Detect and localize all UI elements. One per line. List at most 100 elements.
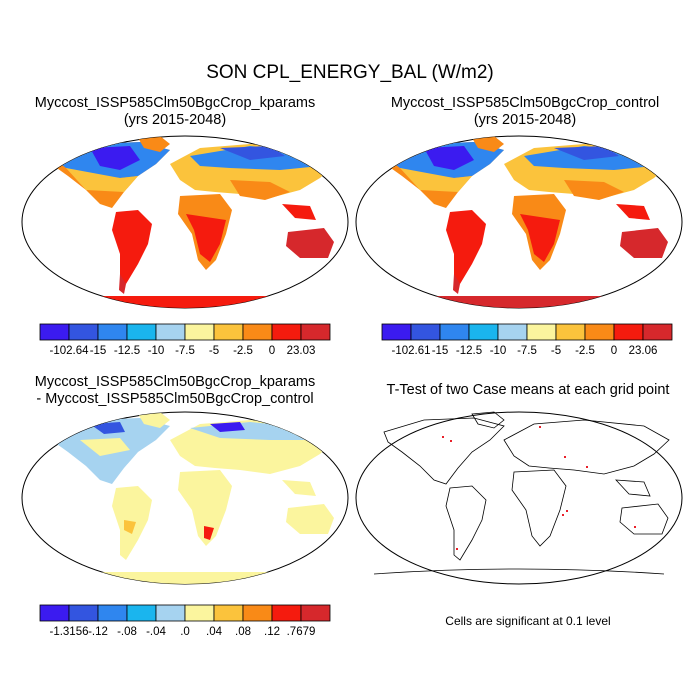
colorbar-swatch	[555, 323, 586, 341]
land-fields	[356, 136, 682, 308]
greenland-coast	[471, 411, 505, 429]
significant-cell	[586, 466, 588, 468]
colorbar-label: .7679	[287, 626, 316, 638]
significant-cell	[539, 426, 541, 428]
colorbar-difference: -1.3156 -.12 -.08 -.04 .0 .04 .08 .12 .7679	[39, 604, 331, 638]
map-kparams	[21, 135, 349, 309]
south-america-tip	[119, 274, 126, 294]
greenland	[138, 136, 170, 152]
colorbar-swatch	[213, 604, 244, 622]
usa-band	[66, 168, 138, 192]
colorbar-swatch	[300, 604, 331, 622]
colorbar-label: .12	[264, 626, 280, 638]
africa-coast	[511, 469, 567, 547]
colorbar-label: -2.5	[233, 345, 253, 357]
usa-band	[400, 168, 472, 192]
colorbar-label: 0	[269, 345, 275, 357]
canada-core	[90, 146, 140, 170]
africa-south	[520, 214, 560, 262]
colorbar-swatch	[381, 323, 412, 341]
panel-control-title-line1: Myccost_ISSP585Clm50BgcCrop_control	[390, 95, 660, 111]
colorbar-label: -7.5	[517, 345, 537, 357]
panel-kparams-title-line2: (yrs 2015-2048)	[123, 112, 227, 128]
colorbar-swatch	[126, 323, 157, 341]
antarctica-land	[22, 296, 348, 308]
panel-difference-title: Myccost_ISSP585Clm50BgcCrop_kparams - My…	[20, 374, 330, 408]
colorbar-swatch	[184, 604, 215, 622]
south-america-tip	[453, 274, 460, 294]
colorbar-swatch	[642, 323, 673, 341]
south-asia	[564, 180, 624, 200]
colorbar-label: .0	[180, 626, 190, 638]
colorbar-label: -12.5	[456, 345, 482, 357]
colorbar-swatch	[39, 604, 70, 622]
colorbar-swatch	[613, 323, 644, 341]
panel-kparams-title-line1: Myccost_ISSP585Clm50BgcCrop_kparams	[34, 95, 316, 111]
south-asia	[230, 180, 290, 200]
australia-coast	[619, 503, 669, 535]
significant-cell	[456, 548, 458, 550]
significant-cell	[442, 436, 444, 438]
canada-core	[424, 146, 474, 170]
significant-cell	[450, 440, 452, 442]
colorbar-swatch	[410, 323, 441, 341]
colorbar-swatch	[39, 323, 70, 341]
south-america-patch	[124, 520, 136, 534]
significant-cell	[562, 514, 564, 516]
colorbar-label: -.08	[117, 626, 137, 638]
panel-control-title: Myccost_ISSP585Clm50BgcCrop_control (yrs…	[370, 95, 680, 129]
map-control	[355, 135, 683, 309]
maritime-asia	[616, 204, 650, 220]
siberia-core	[220, 146, 285, 160]
significant-cell	[566, 510, 568, 512]
colorbar-label: -.12	[88, 626, 108, 638]
colorbar-control: -102.61 -15 -12.5 -10 -7.5 -5 -2.5 0 23.06	[381, 323, 673, 357]
greenland	[138, 412, 170, 428]
colorbar-label: .04	[206, 626, 223, 638]
colorbar-swatch	[68, 323, 99, 341]
colorbar-label: 23.06	[629, 345, 658, 357]
colorbar-swatch	[184, 323, 215, 341]
colorbar-label: -15	[432, 345, 449, 357]
colorbar-swatch	[126, 604, 157, 622]
antarctica-land	[356, 296, 682, 308]
panel-control-title-line2: (yrs 2015-2048)	[473, 112, 577, 128]
panel-kparams-title: Myccost_ISSP585Clm50BgcCrop_kparams (yrs…	[20, 95, 330, 129]
siberia-patch	[210, 422, 245, 432]
colorbar-swatch	[584, 323, 615, 341]
antarctica-coast	[373, 568, 665, 575]
colorbar-label: 23.03	[287, 345, 316, 357]
north-america-patch	[80, 438, 130, 456]
map-frame	[355, 411, 683, 585]
colorbar-label: -.04	[146, 626, 166, 638]
colorbar-swatch	[271, 604, 302, 622]
colorbar-kparams: -102.64 -15 -12.5 -10 -7.5 -5 -2.5 0 23.03	[39, 323, 331, 357]
antarctica-land	[22, 572, 348, 584]
africa-south	[186, 214, 226, 262]
colorbar-label: -1.3156	[49, 626, 88, 638]
map-difference	[21, 411, 349, 585]
colorbar-label: -102.61	[391, 345, 430, 357]
australia-land	[286, 504, 334, 534]
colorbar-label: 0	[611, 345, 617, 357]
coastlines	[373, 411, 670, 575]
significant-cell	[564, 456, 566, 458]
colorbar-swatch	[439, 323, 470, 341]
significance-note: Cells are significant at 0.1 level	[445, 614, 611, 628]
panel-difference-title-line2: - Myccost_ISSP585Clm50BgcCrop_control	[36, 391, 314, 407]
south-america-land	[446, 210, 486, 284]
siberia-core	[554, 146, 619, 160]
colorbar-label: .08	[235, 626, 251, 638]
colorbar-swatch	[213, 323, 244, 341]
colorbar-label: -12.5	[114, 345, 140, 357]
south-america-land	[112, 210, 152, 284]
colorbar-swatch	[300, 323, 331, 341]
colorbar-swatch	[526, 323, 557, 341]
panel-difference-title-line1: Myccost_ISSP585Clm50BgcCrop_kparams	[34, 374, 316, 390]
map-ttest	[355, 411, 683, 585]
colorbar-swatch	[271, 323, 302, 341]
significant-cell	[634, 526, 636, 528]
colorbar-swatch	[242, 604, 273, 622]
maritime-asia	[282, 480, 316, 496]
colorbar-swatch	[68, 604, 99, 622]
